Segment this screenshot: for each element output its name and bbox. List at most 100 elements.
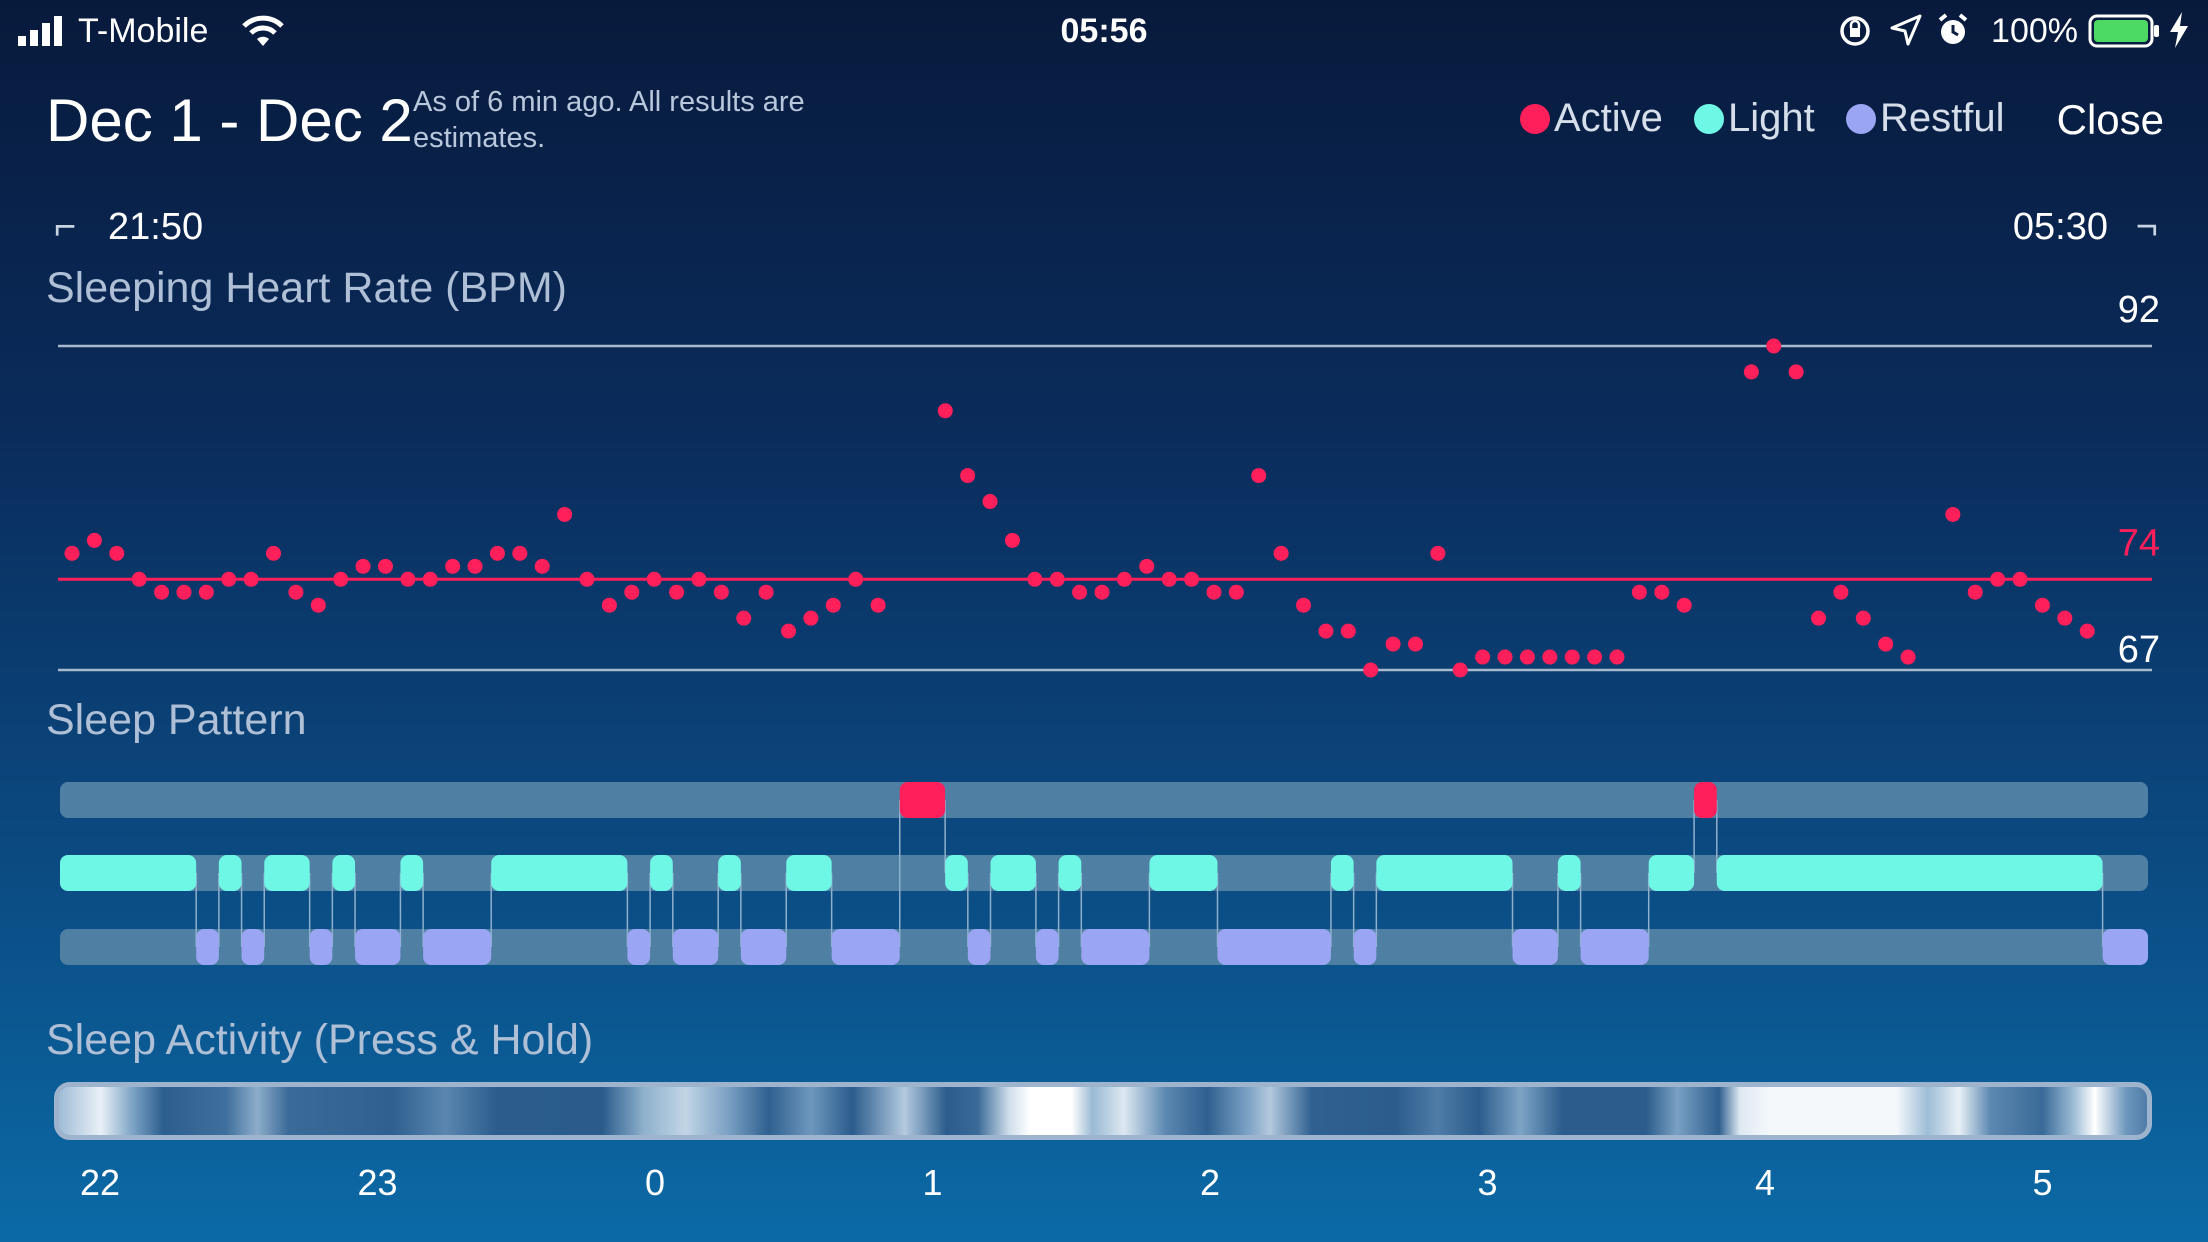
heart-rate-point [691,571,707,587]
light-segment [1716,855,2103,891]
heart-rate-point [1318,623,1334,639]
battery-icon [2088,14,2159,48]
restful-segment [627,929,651,965]
legend-active: Active [1520,96,1663,141]
active-segment [1694,782,1717,818]
light-segment [1648,855,1695,891]
heart-rate-point [534,558,550,574]
restful-segment [2102,929,2148,965]
heart-rate-point [579,571,595,587]
heart-rate-point [1139,558,1155,574]
heart-rate-point [1855,610,1871,626]
legend-label: Restful [1880,96,2005,140]
heart-rate-point [1116,571,1132,587]
restful-segment [309,929,333,965]
sleep-pattern-chart[interactable] [0,770,2208,970]
heart-rate-point [937,403,953,419]
legend-label: Active [1554,96,1663,140]
heart-rate-point [1430,545,1446,561]
range-end-bracket-icon: ¬ [2135,206,2158,248]
heart-rate-point [1766,338,1782,354]
heart-rate-point [1161,571,1177,587]
light-segment [60,855,197,891]
heart-rate-point [1072,584,1088,600]
sleep-activity-title: Sleep Activity (Press & Hold) [46,1016,594,1064]
heart-rate-point [848,571,864,587]
time-tick-label: 23 [357,1162,398,1203]
heart-rate-point [1990,571,2006,587]
heart-rate-point [445,558,461,574]
restful-dot-icon [1846,104,1876,134]
restful-segment [423,929,492,965]
last-updated-note: As of 6 min ago. All results are estimat… [413,86,805,154]
heart-rate-point [355,558,371,574]
legend-label: Light [1728,96,1815,140]
heart-rate-point [713,584,729,600]
light-segment [650,855,673,891]
heart-rate-point [803,610,819,626]
heart-rate-point [669,584,685,600]
heart-rate-point [1631,584,1647,600]
status-bar: T-Mobile 05:56 100% [0,0,2208,62]
light-segment [1058,855,1082,891]
orientation-lock-icon [1840,16,1870,46]
page-title: Dec 1 - Dec 2 [46,87,413,154]
heart-rate-point [1385,636,1401,652]
heart-rate-point [960,468,976,484]
heart-rate-point [1542,649,1558,665]
heart-rate-point [1184,571,1200,587]
heart-rate-point [1407,636,1423,652]
heart-rate-point [1340,623,1356,639]
light-segment [1330,855,1354,891]
heart-rate-point [377,558,393,574]
heart-rate-point [86,532,102,548]
heart-rate-point [1743,364,1759,380]
heart-rate-point [266,545,282,561]
location-icon [1890,14,1922,46]
heart-rate-point [2012,571,2028,587]
close-button[interactable]: Close [2056,96,2164,143]
heart-rate-point [1206,584,1222,600]
heart-rate-point [624,584,640,600]
heart-rate-point [1273,545,1289,561]
heart-rate-point [64,545,80,561]
heart-rate-point [422,571,438,587]
heart-rate-point [1945,506,1961,522]
heart-rate-point [310,597,326,613]
heart-rate-point [243,571,259,587]
light-segment [1376,855,1513,891]
heart-rate-point [1027,571,1043,587]
signal-icon [18,16,62,46]
charging-icon [2170,12,2188,48]
time-tick-label: 22 [79,1162,121,1203]
restful-segment [672,929,719,965]
heart-rate-point [1497,649,1513,665]
heart-rate-point [489,545,505,561]
heart-rate-chart[interactable]: 92 74 67 [0,280,2208,680]
heart-rate-point [1363,662,1379,678]
heart-rate-point [467,558,483,574]
restful-segment [1035,929,1059,965]
light-segment [400,855,424,891]
heart-rate-point [1967,584,1983,600]
time-tick-label: 4 [1754,1162,1776,1203]
restful-segment [1081,929,1150,965]
heart-rate-point [1228,584,1244,600]
heart-rate-point [601,597,617,613]
heart-rate-point [221,571,237,587]
heart-rate-point [176,584,192,600]
sleep-activity-bar[interactable] [54,1082,2152,1140]
heart-rate-point [1654,584,1670,600]
active-segment [899,782,946,818]
restful-segment [196,929,219,965]
heart-rate-point [2079,623,2095,639]
light-segment [990,855,1036,891]
heart-rate-point [1676,597,1692,613]
heart-rate-point [736,610,752,626]
heart-rate-point [1296,597,1312,613]
light-segment [786,855,832,891]
heart-rate-point [1609,649,1625,665]
heart-rate-point [2057,610,2073,626]
heart-rate-point [1004,532,1020,548]
heart-rate-point [982,494,998,510]
